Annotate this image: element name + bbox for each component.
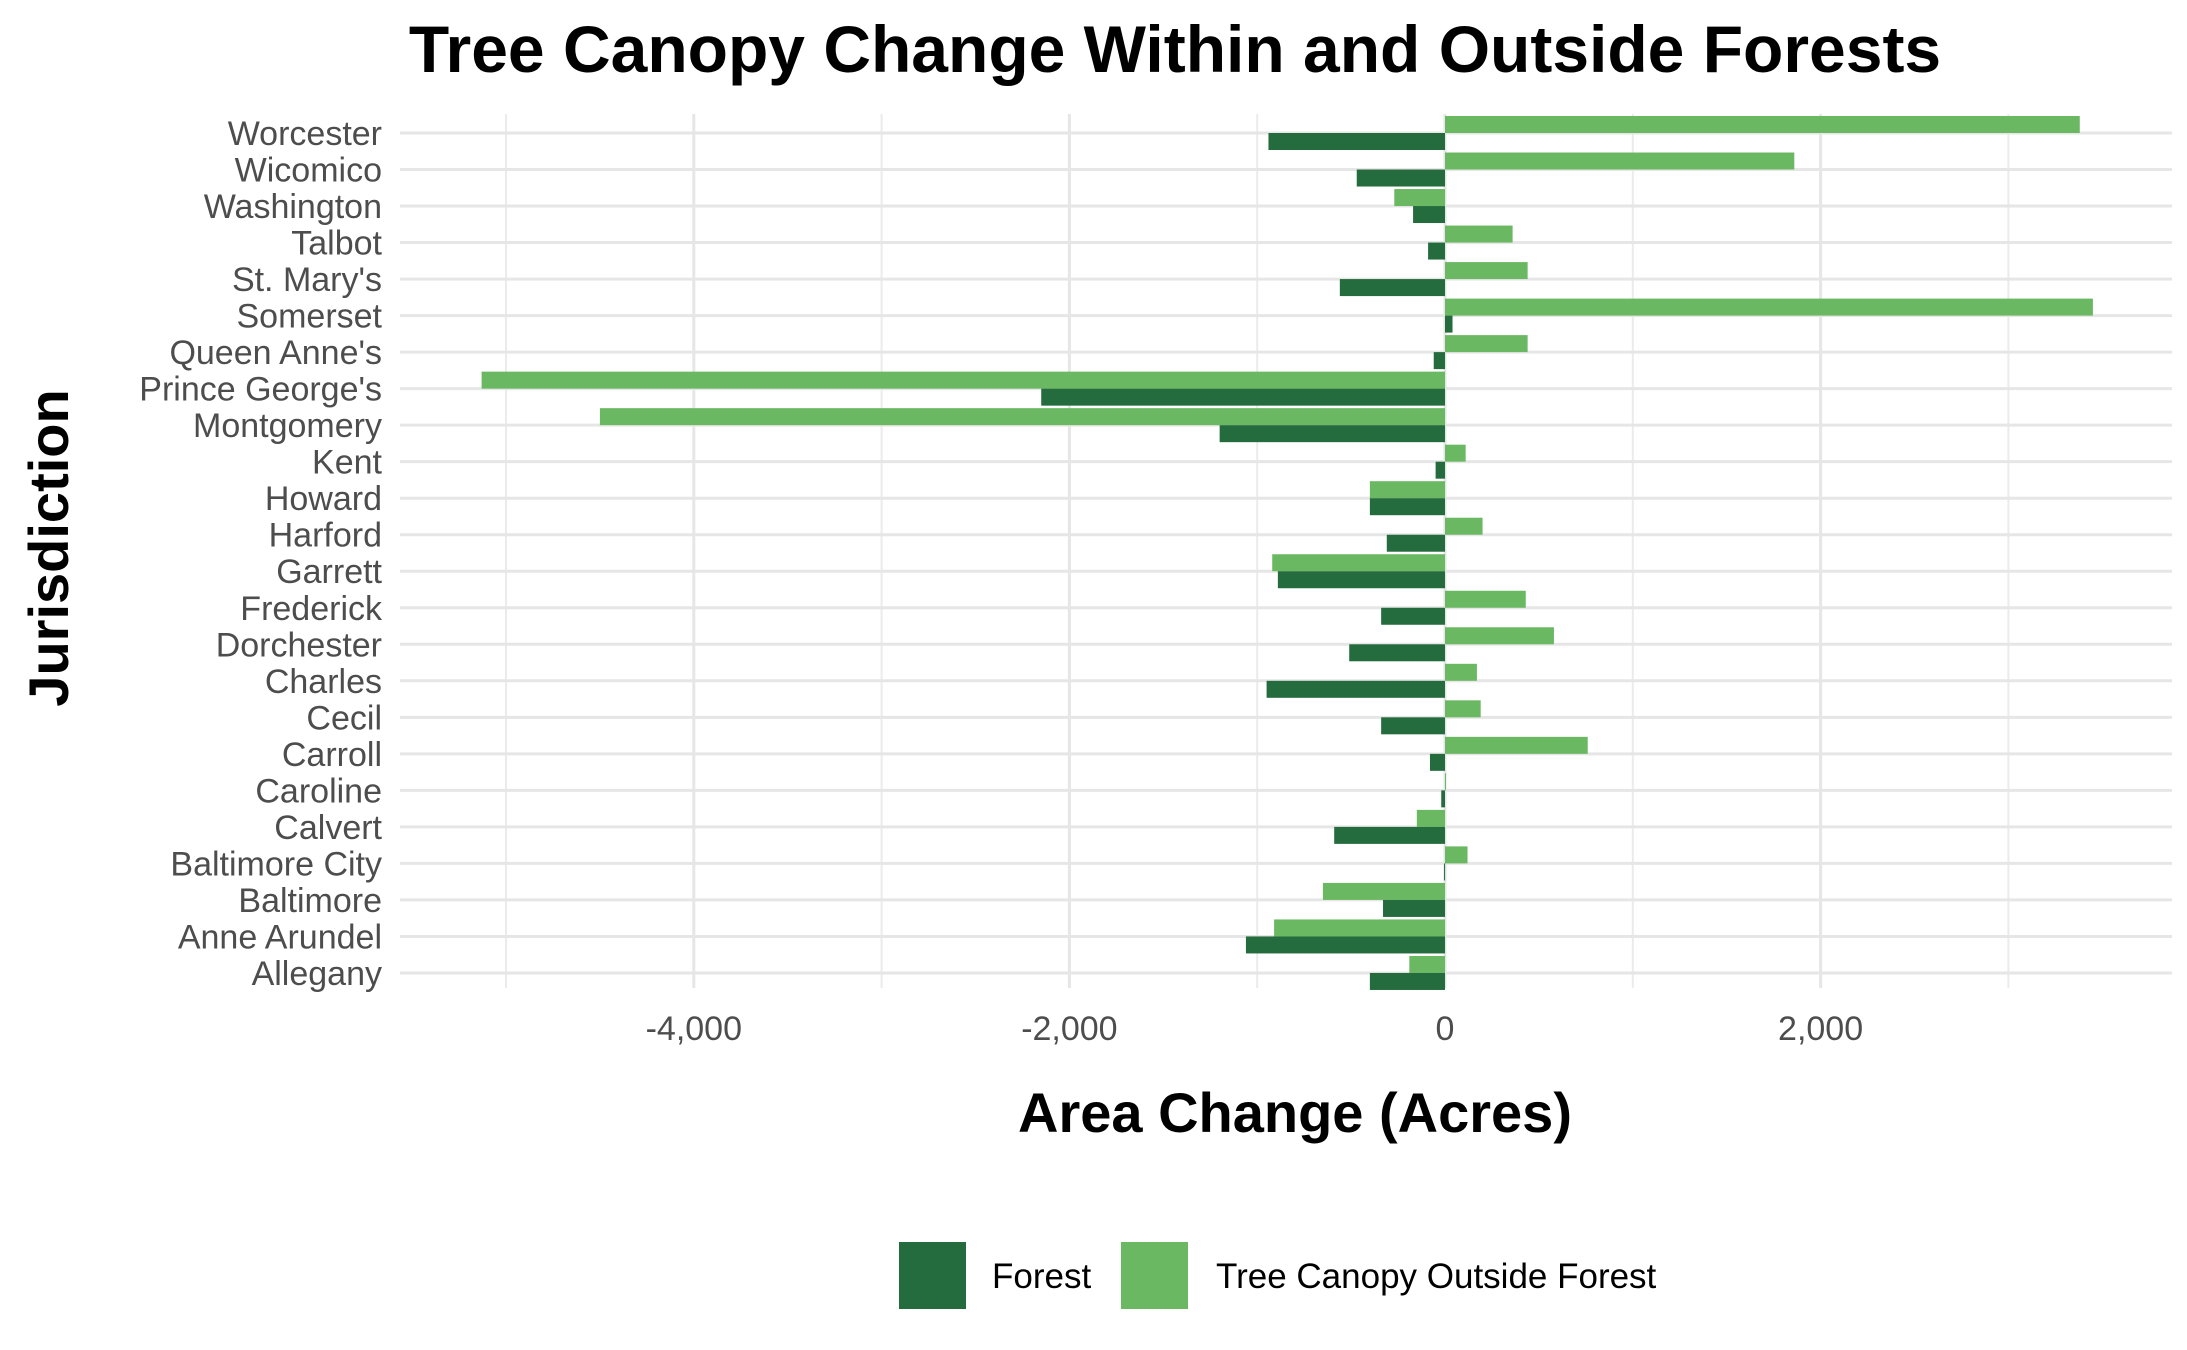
y-tick-label: Baltimore xyxy=(238,882,382,920)
y-tick-label: Harford xyxy=(269,517,382,555)
legend-swatch-forest xyxy=(899,1242,966,1309)
bar-outside-forest xyxy=(1445,736,1588,754)
bar-forest xyxy=(1245,936,1445,954)
bar-forest xyxy=(1277,571,1445,589)
bar-forest xyxy=(1369,972,1445,990)
bar-forest xyxy=(1413,206,1445,224)
bar-outside-forest xyxy=(1445,773,1446,791)
y-tick-label: Montgomery xyxy=(193,407,382,445)
legend-label-forest: Forest xyxy=(992,1257,1091,1296)
bar-outside-forest xyxy=(1274,919,1445,937)
bar-forest xyxy=(1041,388,1445,406)
bar-forest xyxy=(1383,899,1445,917)
y-tick-label: Washington xyxy=(204,188,382,226)
bar-forest xyxy=(1219,425,1445,443)
y-tick-label: Baltimore City xyxy=(170,845,382,883)
y-tick-label: Caroline xyxy=(255,772,382,810)
bar-outside-forest xyxy=(1445,262,1528,280)
bar-outside-forest xyxy=(1409,955,1445,973)
x-tick-label: -4,000 xyxy=(646,1010,742,1048)
bar-outside-forest xyxy=(599,408,1445,426)
bar-outside-forest xyxy=(1445,444,1466,462)
bar-forest xyxy=(1381,717,1445,735)
bar-outside-forest xyxy=(1272,554,1445,572)
bar-outside-forest xyxy=(1445,225,1513,243)
bar-forest xyxy=(1369,498,1445,516)
bar-forest xyxy=(1268,133,1445,150)
y-tick-label: Frederick xyxy=(240,590,383,628)
bar-outside-forest xyxy=(481,371,1445,389)
y-tick-label: Wicomico xyxy=(235,152,382,190)
bar-outside-forest xyxy=(1445,846,1468,864)
bar-outside-forest xyxy=(1445,152,1795,170)
y-axis-title: Jurisdiction xyxy=(17,389,80,706)
legend: Forest Tree Canopy Outside Forest xyxy=(899,1242,1657,1309)
bar-forest xyxy=(1356,169,1445,187)
x-tick-label: 2,000 xyxy=(1778,1010,1863,1048)
bar-forest xyxy=(1428,242,1445,260)
y-tick-label: Howard xyxy=(265,480,382,518)
y-tick-label: Prince George's xyxy=(139,371,382,409)
x-axis-title: Area Change (Acres) xyxy=(1018,1081,1572,1144)
y-tick-label: Anne Arundel xyxy=(178,918,382,956)
bar-outside-forest xyxy=(1445,700,1481,718)
bar-outside-forest xyxy=(1322,882,1445,900)
bars xyxy=(481,116,2093,990)
bar-outside-forest xyxy=(1416,809,1445,827)
legend-swatch-outside-forest xyxy=(1121,1242,1188,1309)
y-tick-label: Dorchester xyxy=(216,626,382,664)
bar-forest xyxy=(1441,790,1445,808)
bar-outside-forest xyxy=(1445,335,1528,353)
bar-forest xyxy=(1349,644,1445,662)
x-tick-label: -2,000 xyxy=(1021,1010,1117,1048)
bar-forest xyxy=(1266,680,1445,698)
bar-forest xyxy=(1429,753,1445,771)
bar-forest xyxy=(1334,826,1445,844)
chart-title: Tree Canopy Change Within and Outside Fo… xyxy=(409,12,1941,86)
bar-outside-forest xyxy=(1394,189,1445,207)
y-tick-label: Garrett xyxy=(276,553,382,591)
y-tick-label: St. Mary's xyxy=(232,261,382,299)
y-tick-label: Carroll xyxy=(282,736,382,774)
y-tick-label: Kent xyxy=(312,444,382,482)
bar-outside-forest xyxy=(1445,627,1554,645)
bar-outside-forest xyxy=(1445,116,2080,133)
bar-forest xyxy=(1381,607,1445,625)
bar-forest xyxy=(1433,352,1445,370)
y-tick-label: Charles xyxy=(265,663,382,701)
y-tick-label: Somerset xyxy=(237,298,383,336)
y-tick-label: Allegany xyxy=(252,955,382,993)
legend-label-outside-forest: Tree Canopy Outside Forest xyxy=(1216,1257,1657,1296)
bar-forest xyxy=(1386,534,1445,552)
bar-outside-forest xyxy=(1445,663,1477,681)
bar-outside-forest xyxy=(1445,517,1483,535)
grid xyxy=(400,114,2172,988)
y-tick-label: Talbot xyxy=(291,225,382,263)
bar-outside-forest xyxy=(1369,481,1445,499)
y-tick-label: Cecil xyxy=(306,699,382,737)
y-tick-label: Queen Anne's xyxy=(169,334,382,372)
y-tick-label: Calvert xyxy=(274,809,382,847)
x-tick-labels: -4,000 -2,000 0 2,000 xyxy=(646,1010,1864,1048)
bar-outside-forest xyxy=(1445,590,1526,608)
bar-forest xyxy=(1435,461,1445,479)
y-tick-label: Worcester xyxy=(228,115,382,153)
bar-outside-forest xyxy=(1445,298,2093,316)
bar-forest xyxy=(1444,863,1446,881)
x-tick-label: 0 xyxy=(1436,1010,1455,1048)
bar-forest xyxy=(1445,315,1453,333)
bar-forest xyxy=(1339,279,1445,297)
